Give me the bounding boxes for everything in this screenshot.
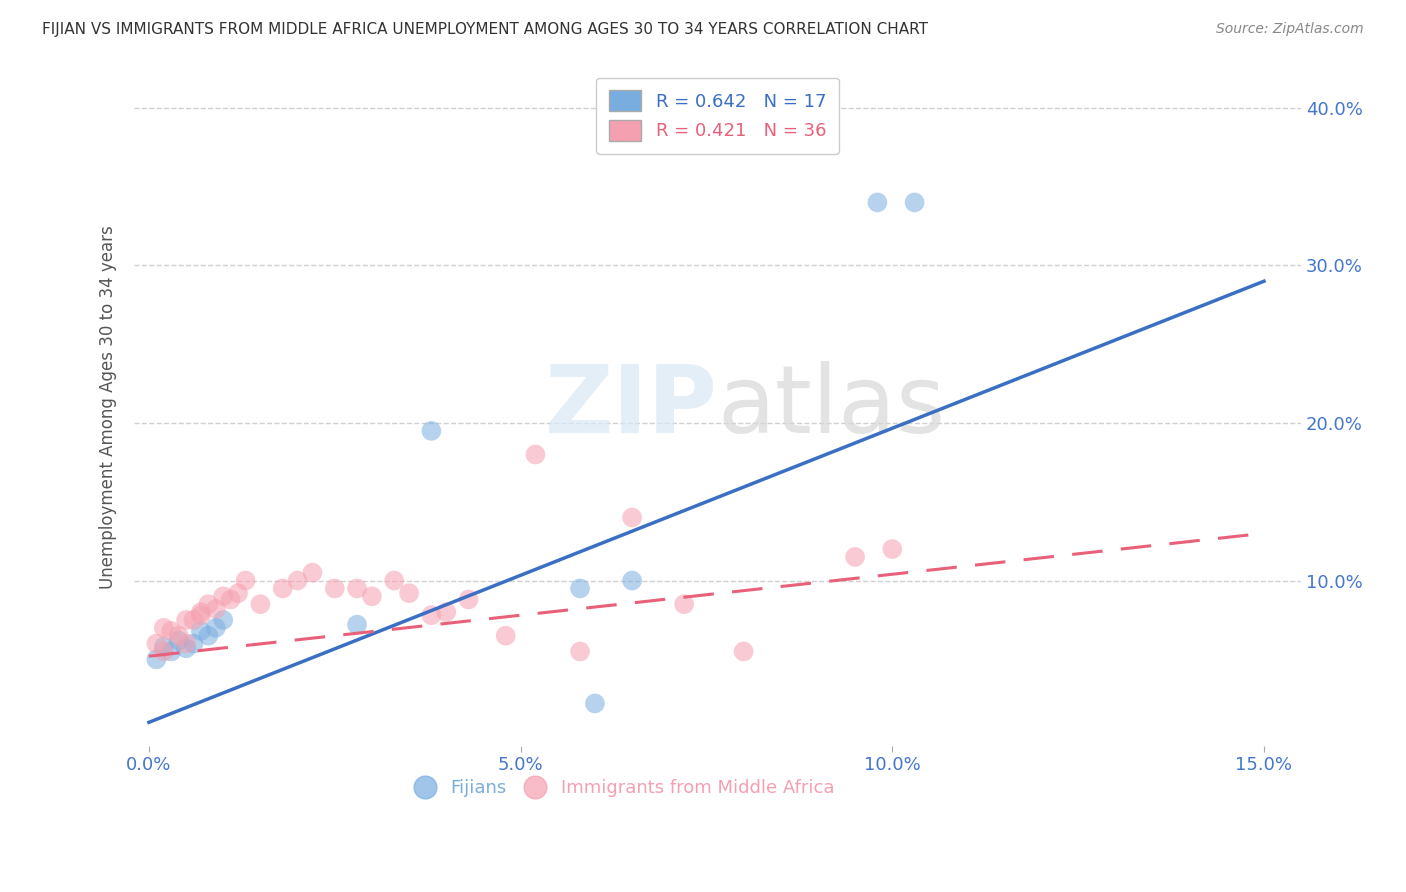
Point xyxy=(882,542,904,557)
Point xyxy=(152,644,174,658)
Point xyxy=(346,582,368,596)
Point xyxy=(621,574,644,588)
Point xyxy=(174,641,197,656)
Text: Source: ZipAtlas.com: Source: ZipAtlas.com xyxy=(1216,22,1364,37)
Point xyxy=(457,592,479,607)
Point xyxy=(583,697,606,711)
Point xyxy=(866,195,889,210)
Point xyxy=(160,644,183,658)
Legend: Fijians, Immigrants from Middle Africa: Fijians, Immigrants from Middle Africa xyxy=(406,771,841,805)
Point xyxy=(204,621,226,635)
Point xyxy=(733,644,755,658)
Point xyxy=(420,608,443,623)
Point xyxy=(361,590,384,604)
Point xyxy=(167,629,190,643)
Point xyxy=(219,592,242,607)
Point xyxy=(382,574,405,588)
Text: ZIP: ZIP xyxy=(544,361,717,453)
Point xyxy=(145,636,167,650)
Point xyxy=(420,424,443,438)
Point xyxy=(190,624,212,638)
Point xyxy=(271,582,294,596)
Point xyxy=(673,597,696,611)
Point xyxy=(174,613,197,627)
Point xyxy=(495,629,517,643)
Point xyxy=(346,617,368,632)
Point xyxy=(249,597,271,611)
Point xyxy=(190,608,212,623)
Point xyxy=(212,613,235,627)
Point xyxy=(323,582,346,596)
Point xyxy=(167,633,190,648)
Point xyxy=(903,195,925,210)
Point xyxy=(569,582,592,596)
Point xyxy=(301,566,323,580)
Point xyxy=(434,605,457,619)
Y-axis label: Unemployment Among Ages 30 to 34 years: Unemployment Among Ages 30 to 34 years xyxy=(100,226,117,589)
Point xyxy=(152,640,174,654)
Point xyxy=(204,602,226,616)
Point xyxy=(844,549,866,564)
Text: FIJIAN VS IMMIGRANTS FROM MIDDLE AFRICA UNEMPLOYMENT AMONG AGES 30 TO 34 YEARS C: FIJIAN VS IMMIGRANTS FROM MIDDLE AFRICA … xyxy=(42,22,928,37)
Point xyxy=(226,586,249,600)
Point xyxy=(174,636,197,650)
Point xyxy=(197,629,219,643)
Point xyxy=(398,586,420,600)
Point xyxy=(145,652,167,666)
Point xyxy=(524,448,547,462)
Point xyxy=(621,510,644,524)
Point xyxy=(569,644,592,658)
Point xyxy=(183,636,205,650)
Point xyxy=(190,605,212,619)
Point xyxy=(160,624,183,638)
Point xyxy=(212,590,235,604)
Point xyxy=(287,574,309,588)
Point xyxy=(152,621,174,635)
Point xyxy=(183,613,205,627)
Text: atlas: atlas xyxy=(717,361,946,453)
Point xyxy=(197,597,219,611)
Point xyxy=(235,574,257,588)
